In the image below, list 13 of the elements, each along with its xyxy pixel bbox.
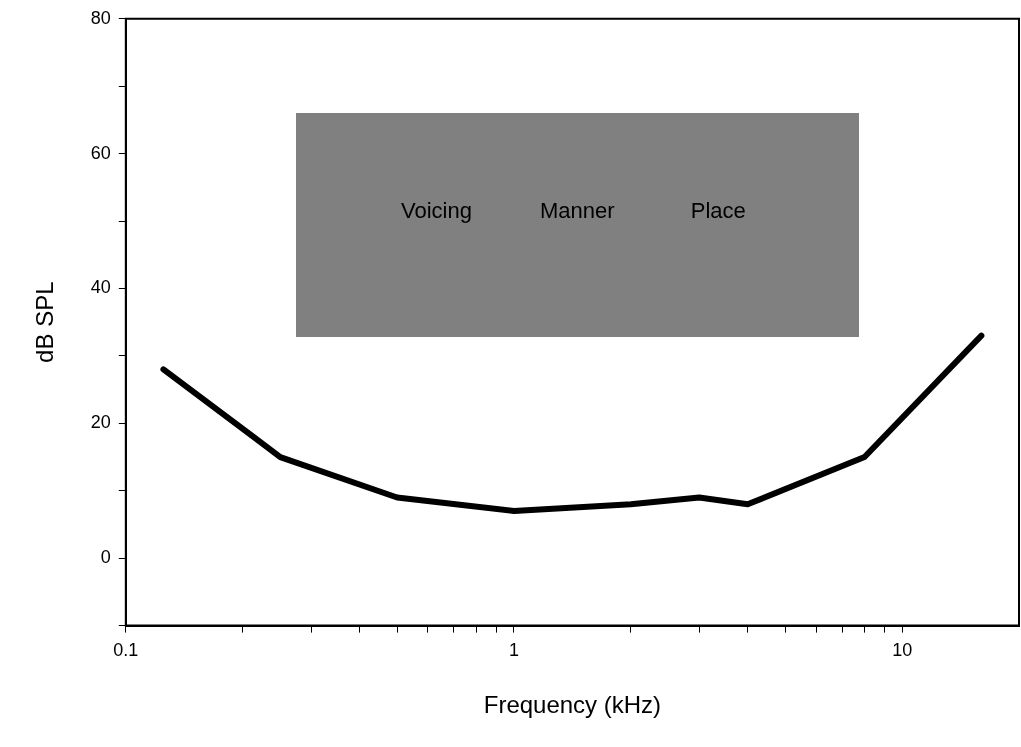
annotation: Place: [690, 198, 746, 224]
y-tick-label: 80: [90, 7, 111, 28]
y-tick-label: 20: [90, 412, 111, 433]
annotation: Voicing: [400, 198, 472, 224]
y-tick-label: 40: [90, 277, 111, 298]
x-axis-title: Frequency (kHz): [483, 691, 662, 719]
y-tick-label: 60: [90, 142, 111, 163]
x-tick-label: 1: [508, 640, 519, 661]
y-axis-title: dB SPL: [31, 281, 59, 363]
x-tick-label: 0.1: [113, 640, 139, 661]
annotation: Manner: [540, 198, 615, 224]
x-tick-label: 10: [892, 640, 913, 661]
y-tick-label: 0: [100, 547, 111, 568]
